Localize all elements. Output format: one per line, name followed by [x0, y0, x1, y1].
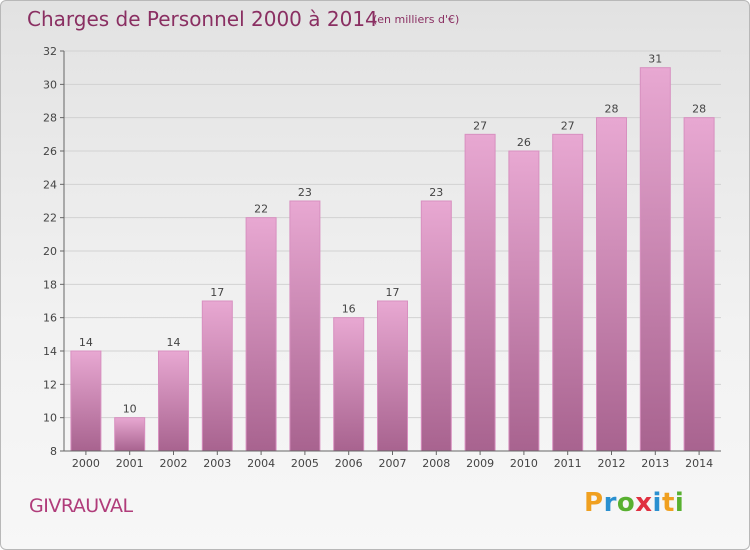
bar [508, 150, 540, 452]
bar-value-label: 28 [605, 103, 619, 116]
x-tick-label: 2001 [116, 457, 144, 470]
x-tick-label: 2004 [247, 457, 275, 470]
y-tick-label: 8 [50, 445, 57, 458]
bar-value-label: 23 [429, 186, 443, 199]
logo-letter: P [584, 488, 604, 518]
chart-subtitle: (en milliers d'€) [373, 13, 460, 26]
y-tick-label: 24 [43, 178, 57, 191]
y-tick-label: 26 [43, 145, 57, 158]
x-tick-label: 2006 [335, 457, 363, 470]
bar [333, 317, 365, 452]
x-tick-label: 2011 [554, 457, 582, 470]
bar [289, 200, 321, 452]
bar-value-label: 14 [79, 336, 93, 349]
bar-value-label: 17 [210, 286, 224, 299]
logo-letter: i [652, 488, 662, 518]
x-tick-label: 2013 [641, 457, 669, 470]
x-tick-label: 2000 [72, 457, 100, 470]
bar-value-label: 26 [517, 136, 531, 149]
bar-value-label: 27 [561, 119, 575, 132]
x-tick-label: 2003 [203, 457, 231, 470]
bar [377, 300, 408, 452]
commune-name: GIVRAUVAL [29, 495, 133, 517]
logo-letter: x [635, 488, 653, 518]
bar [245, 217, 277, 452]
x-tick-label: 2009 [466, 457, 494, 470]
y-tick-label: 10 [43, 412, 57, 425]
bar [158, 350, 189, 452]
logo-letter: r [603, 488, 617, 518]
bar-value-label: 23 [298, 186, 312, 199]
bar [420, 200, 452, 452]
bar-value-label: 27 [473, 119, 487, 132]
chart-title: Charges de Personnel 2000 à 2014 [27, 7, 378, 31]
bar [552, 133, 584, 452]
bar-value-label: 17 [386, 286, 400, 299]
x-tick-label: 2010 [510, 457, 538, 470]
y-tick-label: 28 [43, 112, 57, 125]
logo-letter: i [674, 488, 685, 518]
x-tick-label: 2002 [160, 457, 188, 470]
y-tick-label: 30 [43, 78, 57, 91]
x-tick-label: 2014 [685, 457, 713, 470]
y-tick-label: 12 [43, 378, 57, 391]
logo-letter: o [616, 488, 636, 518]
x-tick-label: 2008 [422, 457, 450, 470]
x-tick-label: 2012 [598, 457, 626, 470]
bar [201, 300, 233, 452]
y-tick-label: 20 [43, 245, 57, 258]
bar-value-label: 10 [123, 403, 137, 416]
bar [70, 350, 102, 452]
x-tick-label: 2005 [291, 457, 319, 470]
bar-value-label: 22 [254, 203, 268, 216]
y-tick-label: 14 [43, 345, 57, 358]
bar-value-label: 28 [692, 103, 706, 116]
logo-letter: t [661, 488, 675, 518]
proxiti-logo: Proxiti [584, 488, 684, 518]
y-tick-label: 32 [43, 45, 57, 58]
y-tick-label: 18 [43, 278, 57, 291]
bar-value-label: 31 [648, 53, 662, 66]
y-tick-label: 16 [43, 312, 57, 325]
bar [114, 417, 146, 452]
bar [683, 117, 715, 452]
x-tick-label: 2007 [379, 457, 407, 470]
y-tick-label: 22 [43, 212, 57, 225]
bar-value-label: 16 [342, 303, 356, 316]
bar-value-label: 14 [167, 336, 181, 349]
bar [639, 67, 671, 452]
bar [464, 133, 496, 452]
bar [596, 117, 627, 452]
